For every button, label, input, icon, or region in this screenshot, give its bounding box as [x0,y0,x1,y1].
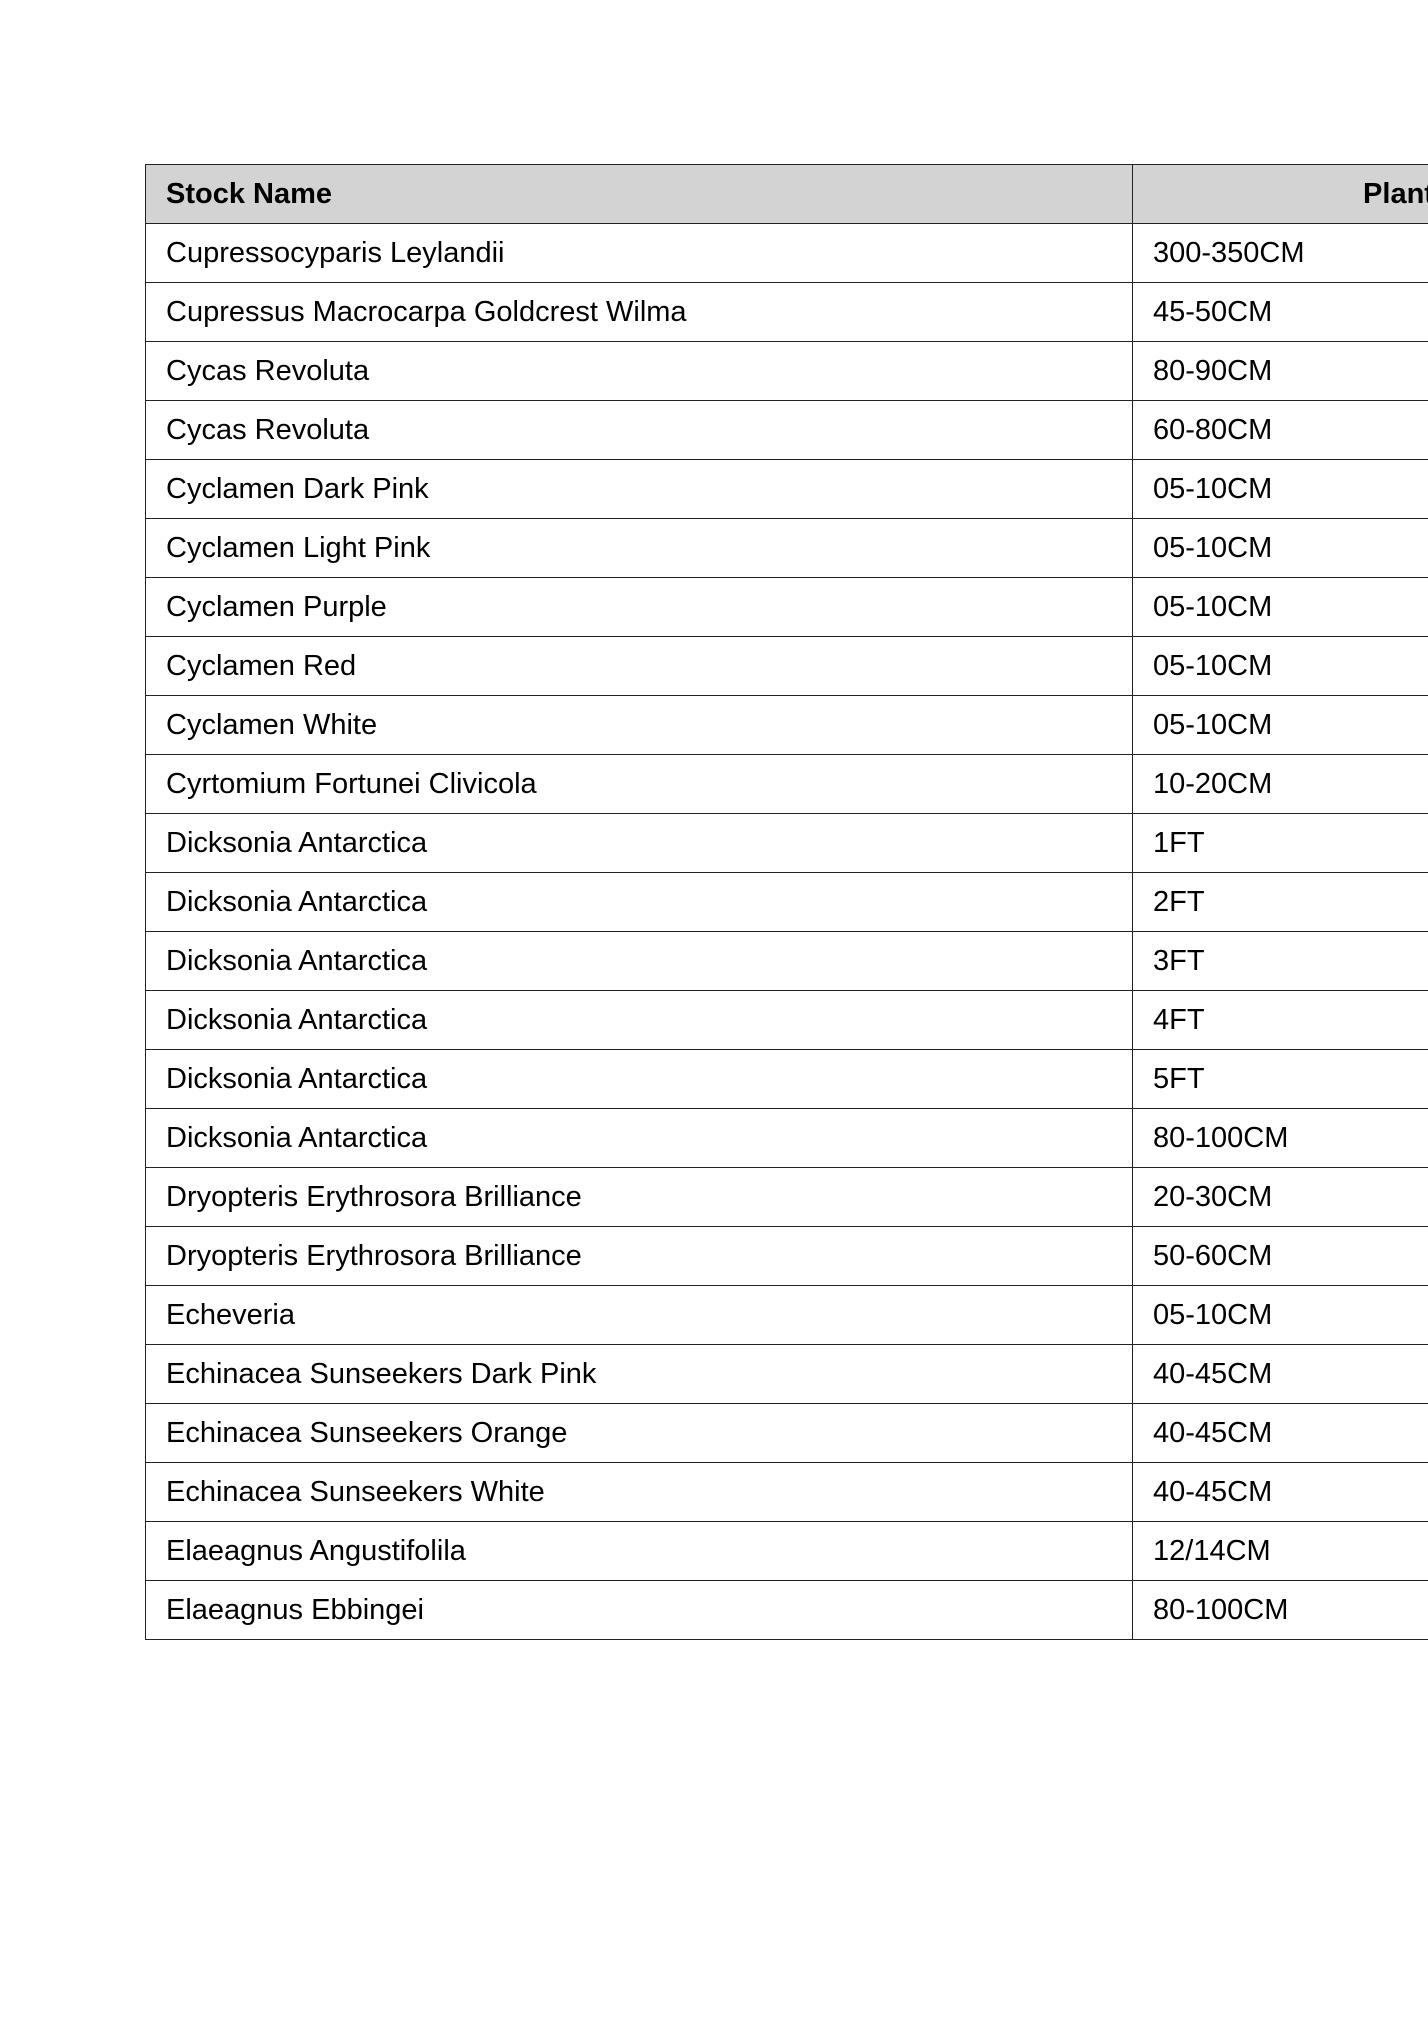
table-row: Dicksonia Antarctica 1FT [145,813,1428,873]
table-header-row: Stock Name Plant [145,164,1428,224]
table-body: Cupressocyparis Leylandii 300-350CM Cupres… [145,223,1428,1640]
cell-plant-size: 80-90CM [1132,341,1428,401]
cell-plant-size: 05-10CM [1132,1285,1428,1345]
cell-plant-size: 50-60CM [1132,1226,1428,1286]
cell-stock-name: Dryopteris Erythrosora Brilliance [145,1226,1133,1286]
table-row: Cyrtomium Fortunei Clivicola 10-20CM [145,754,1428,814]
cell-plant-size: 5FT [1132,1049,1428,1109]
cell-plant-size: 80-100CM [1132,1580,1428,1640]
table-row: Cyclamen White 05-10CM [145,695,1428,755]
table-row: Dicksonia Antarctica 3FT [145,931,1428,991]
cell-stock-name: Dicksonia Antarctica [145,813,1133,873]
cell-plant-size: 05-10CM [1132,518,1428,578]
cell-stock-name: Cyrtomium Fortunei Clivicola [145,754,1133,814]
cell-plant-size: 1FT [1132,813,1428,873]
cell-plant-size: 80-100CM [1132,1108,1428,1168]
table-row: Echinacea Sunseekers Orange 40-45CM [145,1403,1428,1463]
cell-stock-name: Cupressus Macrocarpa Goldcrest Wilma [145,282,1133,342]
cell-stock-name: Cycas Revoluta [145,400,1133,460]
cell-plant-size: 05-10CM [1132,695,1428,755]
cell-plant-size: 3FT [1132,931,1428,991]
cell-stock-name: Echinacea Sunseekers Orange [145,1403,1133,1463]
cell-plant-size: 12/14CM [1132,1521,1428,1581]
table-row: Elaeagnus Angustifolila 12/14CM [145,1521,1428,1581]
table-row: Dryopteris Erythrosora Brilliance 50-60CM [145,1226,1428,1286]
table-row: Cupressocyparis Leylandii 300-350CM [145,223,1428,283]
cell-stock-name: Elaeagnus Ebbingei [145,1580,1133,1640]
cell-stock-name: Dryopteris Erythrosora Brilliance [145,1167,1133,1227]
cell-plant-size: 20-30CM [1132,1167,1428,1227]
table-row: Cyclamen Light Pink 05-10CM [145,518,1428,578]
cell-stock-name: Cycas Revoluta [145,341,1133,401]
cell-plant-size: 40-45CM [1132,1344,1428,1404]
table-row: Cyclamen Dark Pink 05-10CM [145,459,1428,519]
cell-stock-name: Dicksonia Antarctica [145,931,1133,991]
table-row: Cyclamen Purple 05-10CM [145,577,1428,637]
cell-stock-name: Dicksonia Antarctica [145,872,1133,932]
header-stock-name: Stock Name [145,164,1133,224]
cell-stock-name: Cyclamen Light Pink [145,518,1133,578]
stock-table: Stock Name Plant Cupressocyparis Leyland… [145,164,1428,1640]
table-row: Dicksonia Antarctica 4FT [145,990,1428,1050]
cell-stock-name: Cyclamen Dark Pink [145,459,1133,519]
cell-stock-name: Dicksonia Antarctica [145,1049,1133,1109]
cell-plant-size: 45-50CM [1132,282,1428,342]
cell-plant-size: 05-10CM [1132,459,1428,519]
table-row: Cupressus Macrocarpa Goldcrest Wilma 45-5… [145,282,1428,342]
cell-plant-size: 2FT [1132,872,1428,932]
cell-plant-size: 4FT [1132,990,1428,1050]
cell-stock-name: Cyclamen Purple [145,577,1133,637]
table-row: Elaeagnus Ebbingei 80-100CM [145,1580,1428,1640]
cell-stock-name: Cyclamen Red [145,636,1133,696]
cell-stock-name: Cyclamen White [145,695,1133,755]
table-row: Dicksonia Antarctica 80-100CM [145,1108,1428,1168]
header-plant: Plant [1132,164,1428,224]
cell-stock-name: Elaeagnus Angustifolila [145,1521,1133,1581]
cell-stock-name: Dicksonia Antarctica [145,990,1133,1050]
cell-plant-size: 05-10CM [1132,636,1428,696]
cell-plant-size: 40-45CM [1132,1462,1428,1522]
table-row: Cycas Revoluta 60-80CM [145,400,1428,460]
cell-plant-size: 300-350CM [1132,223,1428,283]
table-row: Cycas Revoluta 80-90CM [145,341,1428,401]
cell-plant-size: 10-20CM [1132,754,1428,814]
table-row: Dicksonia Antarctica 5FT [145,1049,1428,1109]
table-row: Echeveria 05-10CM [145,1285,1428,1345]
cell-plant-size: 05-10CM [1132,577,1428,637]
table-row: Echinacea Sunseekers Dark Pink 40-45CM [145,1344,1428,1404]
cell-plant-size: 40-45CM [1132,1403,1428,1463]
cell-stock-name: Echinacea Sunseekers White [145,1462,1133,1522]
table-row: Dicksonia Antarctica 2FT [145,872,1428,932]
table-row: Cyclamen Red 05-10CM [145,636,1428,696]
table-row: Echinacea Sunseekers White 40-45CM [145,1462,1428,1522]
cell-stock-name: Cupressocyparis Leylandii [145,223,1133,283]
cell-stock-name: Echeveria [145,1285,1133,1345]
cell-stock-name: Echinacea Sunseekers Dark Pink [145,1344,1133,1404]
cell-plant-size: 60-80CM [1132,400,1428,460]
cell-stock-name: Dicksonia Antarctica [145,1108,1133,1168]
table-row: Dryopteris Erythrosora Brilliance 20-30CM [145,1167,1428,1227]
